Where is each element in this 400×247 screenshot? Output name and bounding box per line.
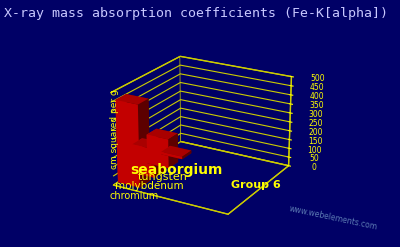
Text: X-ray mass absorption coefficients (Fe-K[alpha]): X-ray mass absorption coefficients (Fe-K… [4,7,388,21]
Text: www.webelements.com: www.webelements.com [288,204,378,232]
Text: cm squared per g: cm squared per g [110,89,120,169]
